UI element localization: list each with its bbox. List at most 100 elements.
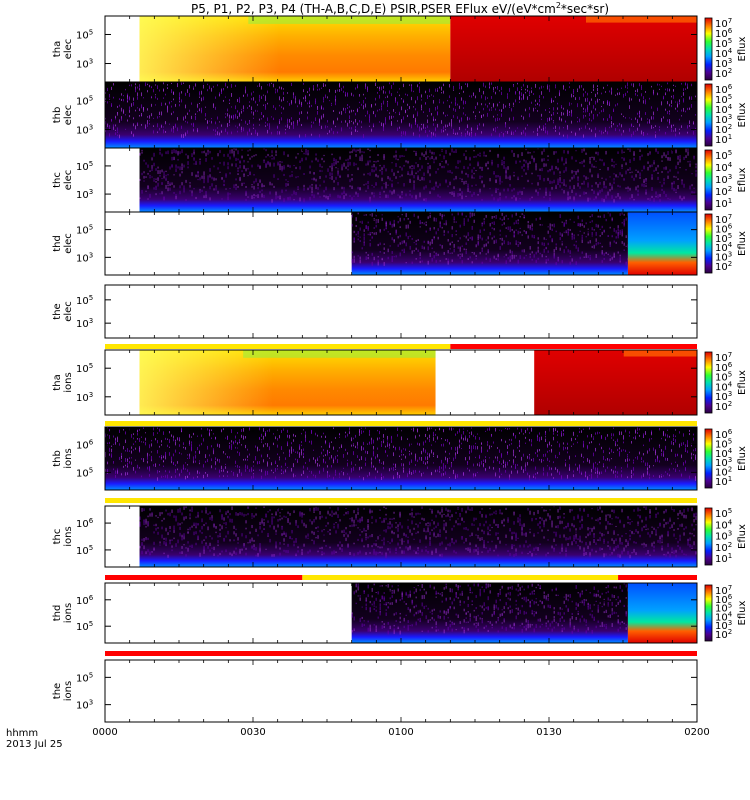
flux-region-noise <box>351 212 628 275</box>
mode-bar <box>105 344 697 349</box>
chart-title: P5, P1, P2, P3, P4 (TH-A,B,C,D,E) PSIR,P… <box>191 1 609 16</box>
y-tick-label: 103 <box>76 124 93 137</box>
colorbar <box>704 17 713 81</box>
y-tick-label: 105 <box>76 28 93 41</box>
colorbar-label: Eflux <box>737 102 748 127</box>
y-label-probe: the <box>52 303 63 319</box>
date-label: 2013 Jul 25 <box>6 739 63 750</box>
flux-region-red <box>450 16 697 82</box>
mode-bar-segment <box>618 575 697 580</box>
y-tick-label: 106 <box>76 594 94 607</box>
colorbar-label: Eflux <box>737 524 748 549</box>
flux-region-red <box>534 350 697 415</box>
y-tick-label: 105 <box>76 224 93 237</box>
noise-texture <box>105 427 696 481</box>
noise-texture <box>139 506 697 559</box>
y-label-species: ions <box>63 448 74 468</box>
noise-texture <box>139 148 697 203</box>
y-label-probe: the <box>52 683 63 699</box>
panel-background <box>105 660 697 722</box>
colorbar-tick-label: 102 <box>715 67 732 80</box>
y-label-species: elec <box>63 39 74 60</box>
flux-region-fade <box>139 16 451 82</box>
flux-region-fade <box>139 350 436 415</box>
colorbar <box>704 428 713 489</box>
flux-region-noise <box>139 506 698 567</box>
mode-bar-segment <box>450 344 697 349</box>
y-label-probe: tha <box>52 41 63 57</box>
flux-region-red-top <box>623 350 697 357</box>
colorbar-tick-label: 102 <box>715 400 732 413</box>
mode-bar-segment <box>105 575 303 580</box>
y-tick-label: 105 <box>76 160 93 173</box>
y-tick-label: 103 <box>76 58 93 71</box>
y-tick-label: 105 <box>76 294 93 307</box>
x-tick-label: 0030 <box>240 727 265 738</box>
y-label-probe: thd <box>52 235 63 252</box>
panel-the-elec: 105 103 the elec <box>52 284 698 339</box>
colorbar-label: Eflux <box>737 600 748 625</box>
y-tick-label: 105 <box>76 94 93 107</box>
colorbar-label: Eflux <box>737 446 748 471</box>
panel-background <box>105 285 697 338</box>
y-label-species: elec <box>63 233 74 254</box>
y-tick-label: 105 <box>76 620 93 633</box>
flux-region-red-top <box>586 16 697 23</box>
colorbar-label: Eflux <box>737 231 748 256</box>
colorbar-label: Eflux <box>737 36 748 61</box>
colorbar-tick-label: 101 <box>715 552 732 565</box>
y-label-species: ions <box>63 603 74 623</box>
y-label-species: elec <box>63 170 74 191</box>
colorbar-tick-label: 101 <box>715 475 732 488</box>
noise-texture <box>351 212 629 266</box>
colorbar-label: Eflux <box>737 370 748 395</box>
colorbar-tick-label: 102 <box>715 628 732 641</box>
y-tick-label: 105 <box>76 362 93 375</box>
y-tick-label: 105 <box>76 466 93 479</box>
colorbar <box>704 507 713 566</box>
x-axis-label: hhmm <box>6 728 38 739</box>
y-label-species: elec <box>63 301 74 322</box>
colorbar <box>704 351 713 414</box>
colorbar-tick-label: 101 <box>715 197 732 210</box>
y-tick-label: 103 <box>76 317 93 330</box>
mode-bar-segment <box>105 651 697 656</box>
flux-region-top <box>248 16 451 24</box>
colorbar-label: Eflux <box>737 167 748 192</box>
y-label-species: ions <box>63 681 74 701</box>
colorbar <box>704 584 713 642</box>
mode-bar-segment <box>105 344 451 349</box>
flux-region-top <box>243 350 436 358</box>
y-label-probe: thc <box>52 172 63 188</box>
flux-region-noise <box>105 82 697 148</box>
flux-region-blue <box>627 583 697 643</box>
colorbar <box>704 83 713 147</box>
colorbar-tick-label: 101 <box>715 133 732 146</box>
mode-bar <box>105 421 697 426</box>
panel-the-ions: 105 103 the ions <box>52 659 698 723</box>
noise-texture <box>105 82 696 139</box>
mode-bar-segment <box>105 498 697 503</box>
x-tick-label: 0100 <box>388 727 413 738</box>
colorbar <box>704 149 713 211</box>
y-label-probe: thc <box>52 529 63 545</box>
mode-bar <box>105 651 697 656</box>
colorbar <box>704 213 713 274</box>
y-label-probe: thb <box>52 450 63 467</box>
x-tick-label: 0130 <box>536 727 561 738</box>
y-tick-label: 106 <box>76 517 94 530</box>
y-tick-label: 103 <box>76 699 93 712</box>
y-tick-label: 105 <box>76 671 93 684</box>
x-tick-label: 0200 <box>684 727 709 738</box>
x-axis: 0000 0030 0100 0130 0200 <box>92 727 709 738</box>
mode-bar-segment <box>105 421 697 426</box>
noise-texture <box>351 583 629 635</box>
